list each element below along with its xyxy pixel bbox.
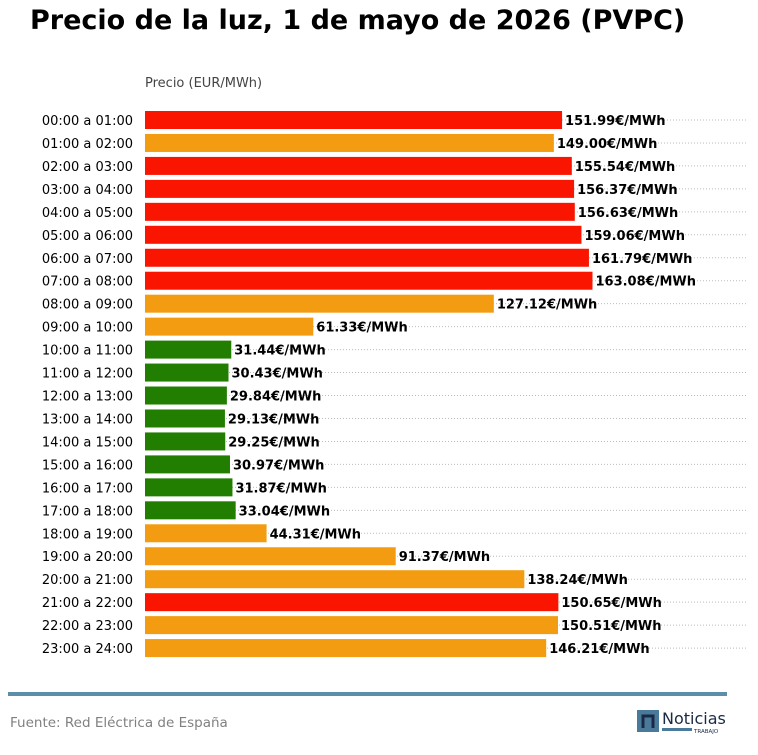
- category-label: 22:00 a 23:00: [42, 619, 133, 634]
- category-label: 13:00 a 14:00: [42, 412, 133, 427]
- bar: [145, 317, 314, 336]
- bar-chart: Precio (EUR/MWh) 00:00 a 01:00 151.99€/MWh…: [42, 76, 748, 658]
- category-label: 11:00 a 12:00: [42, 367, 133, 382]
- bar: [145, 547, 396, 566]
- category-label: 00:00 a 01:00: [42, 114, 133, 129]
- category-label: 16:00 a 17:00: [42, 481, 133, 496]
- bar: [145, 570, 525, 589]
- data-label: 156.63€/MWh: [578, 206, 679, 221]
- category-label: 09:00 a 10:00: [42, 321, 133, 336]
- category-label: 04:00 a 05:00: [42, 206, 133, 221]
- category-label: 15:00 a 16:00: [42, 458, 133, 473]
- data-label: 31.87€/MWh: [235, 481, 326, 496]
- bar: [145, 432, 226, 451]
- data-label: 44.31€/MWh: [270, 527, 361, 542]
- bar: [145, 156, 572, 175]
- data-label: 150.51€/MWh: [561, 619, 662, 634]
- data-label: 149.00€/MWh: [557, 137, 658, 152]
- data-label: 29.13€/MWh: [228, 412, 319, 427]
- bar: [145, 294, 494, 313]
- x-axis-label: Precio (EUR/MWh): [145, 76, 262, 91]
- footer-divider: [8, 692, 727, 696]
- category-label: 21:00 a 22:00: [42, 596, 133, 611]
- source-text: Fuente: Red Eléctrica de España: [10, 715, 228, 731]
- bar: [145, 478, 233, 497]
- data-label: 29.25€/MWh: [228, 435, 319, 450]
- bar: [145, 501, 236, 520]
- bar: [145, 639, 547, 658]
- bar: [145, 386, 227, 405]
- category-label: 10:00 a 11:00: [42, 344, 133, 359]
- category-label: 01:00 a 02:00: [42, 137, 133, 152]
- data-label: 155.54€/MWh: [575, 160, 676, 175]
- chart-title: Precio de la luz, 1 de mayo de 2026 (PVP…: [30, 5, 686, 36]
- data-label: 33.04€/MWh: [239, 504, 330, 519]
- data-label: 161.79€/MWh: [592, 252, 693, 267]
- data-label: 31.44€/MWh: [234, 344, 325, 359]
- bar: [145, 225, 582, 244]
- category-label: 20:00 a 21:00: [42, 573, 133, 588]
- bar: [145, 133, 554, 152]
- data-label: 29.84€/MWh: [230, 390, 321, 405]
- data-label: 61.33€/MWh: [316, 321, 407, 336]
- data-label: 151.99€/MWh: [565, 114, 666, 129]
- category-label: 14:00 a 15:00: [42, 435, 133, 450]
- category-label: 07:00 a 08:00: [42, 275, 133, 290]
- bar: [145, 363, 229, 382]
- svg-text:TRABAJO: TRABAJO: [693, 729, 719, 735]
- category-label: 06:00 a 07:00: [42, 252, 133, 267]
- category-label: 05:00 a 06:00: [42, 229, 133, 244]
- bar: [145, 340, 232, 359]
- bar: [145, 524, 267, 543]
- data-label: 30.43€/MWh: [231, 367, 322, 382]
- category-label: 08:00 a 09:00: [42, 298, 133, 313]
- data-label: 163.08€/MWh: [595, 275, 696, 290]
- category-label: 18:00 a 19:00: [42, 527, 133, 542]
- category-label: 19:00 a 20:00: [42, 550, 133, 565]
- bar: [145, 271, 593, 290]
- bar: [145, 616, 558, 635]
- bar: [145, 409, 225, 428]
- noticias-trabajo-logo: Noticias TRABAJO: [637, 709, 726, 735]
- category-label: 17:00 a 18:00: [42, 504, 133, 519]
- category-label: 03:00 a 04:00: [42, 183, 133, 198]
- bar: [145, 202, 575, 221]
- data-label: 146.21€/MWh: [549, 642, 650, 657]
- data-label: 159.06€/MWh: [584, 229, 685, 244]
- category-label: 23:00 a 24:00: [42, 642, 133, 657]
- bar: [145, 179, 575, 198]
- bar: [145, 111, 563, 129]
- data-label: 138.24€/MWh: [527, 573, 628, 588]
- data-label: 150.65€/MWh: [561, 596, 662, 611]
- category-label: 12:00 a 13:00: [42, 390, 133, 405]
- category-label: 02:00 a 03:00: [42, 160, 133, 175]
- data-label: 30.97€/MWh: [233, 458, 324, 473]
- svg-text:Noticias: Noticias: [662, 709, 726, 728]
- data-label: 127.12€/MWh: [497, 298, 597, 313]
- bar: [145, 593, 559, 612]
- bar: [145, 248, 589, 267]
- data-label: 156.37€/MWh: [577, 183, 678, 198]
- bar: [145, 455, 230, 474]
- data-label: 91.37€/MWh: [399, 550, 490, 565]
